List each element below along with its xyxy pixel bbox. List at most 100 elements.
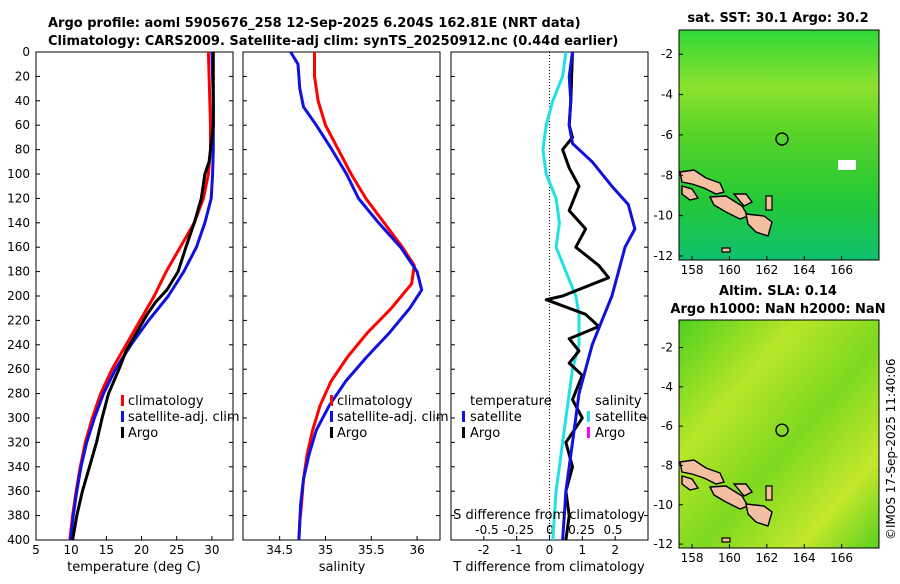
sla-map bbox=[679, 320, 879, 548]
legend-swatch-satellite bbox=[330, 411, 333, 422]
salinity-legend: climatology satellite-adj. clim Argo bbox=[330, 394, 449, 441]
s-tick-label: -0.25 bbox=[503, 523, 534, 537]
depth-tick-label: 360 bbox=[7, 484, 30, 498]
x-tick-label: 35 bbox=[318, 543, 333, 557]
legend-swatch-s-satellite bbox=[587, 411, 590, 422]
x-tick-label: 5 bbox=[32, 543, 40, 557]
depth-tick-label: 0 bbox=[22, 45, 30, 59]
depth-tick-label: 400 bbox=[7, 533, 30, 547]
legend-swatch-climatology bbox=[330, 395, 333, 406]
x-tick-label: 0 bbox=[546, 543, 554, 557]
salinity-panel bbox=[242, 51, 441, 541]
figure-title-line1: Argo profile: aoml 5905676_258 12-Sep-20… bbox=[48, 16, 581, 31]
sla-map-frame bbox=[678, 319, 880, 549]
legend-label-s-satellite: satellite bbox=[595, 410, 647, 425]
difference-series bbox=[541, 51, 637, 541]
legend-swatch-t-argo bbox=[462, 427, 465, 438]
lat-tick-label: -10 bbox=[653, 209, 673, 223]
x-tick-label: 1 bbox=[579, 543, 587, 557]
lat-tick-label: -8 bbox=[661, 458, 673, 472]
lon-tick-label: 162 bbox=[755, 551, 778, 565]
legend-label-climatology: climatology bbox=[337, 394, 413, 409]
s-tick-label: 0.25 bbox=[568, 523, 595, 537]
lon-tick-label: 162 bbox=[755, 263, 778, 277]
lat-tick-label: -10 bbox=[653, 498, 673, 512]
salinity-series bbox=[289, 51, 424, 541]
salinity-xlabel: salinity bbox=[319, 560, 366, 575]
series-line-temperature-satellite bbox=[541, 51, 581, 541]
lon-tick-label: 158 bbox=[681, 551, 704, 565]
legend-label-s-argo: Argo bbox=[595, 426, 625, 441]
sst-map-frame bbox=[678, 29, 880, 261]
s-tick-label: 0 bbox=[546, 523, 554, 537]
depth-tick-label: 40 bbox=[15, 94, 30, 108]
depth-tick-label: 220 bbox=[7, 313, 30, 327]
sla-map-title-1: Altim. SLA: 0.14 bbox=[719, 284, 837, 299]
lat-tick-label: -8 bbox=[661, 168, 673, 182]
legend-label-satellite: satellite-adj. clim bbox=[337, 410, 449, 425]
x-tick-label: 15 bbox=[99, 543, 114, 557]
lat-tick-label: -2 bbox=[661, 341, 673, 355]
lon-tick-label: 160 bbox=[718, 551, 741, 565]
depth-tick-label: 20 bbox=[15, 69, 30, 83]
solomon-islands bbox=[679, 169, 773, 253]
depth-tick-label: 260 bbox=[7, 362, 30, 376]
x-tick-label: 20 bbox=[134, 543, 149, 557]
lat-tick-label: -4 bbox=[661, 380, 673, 394]
x-tick-label: 2 bbox=[611, 543, 619, 557]
lat-tick-label: -4 bbox=[661, 88, 673, 102]
depth-tick-label: 340 bbox=[7, 460, 30, 474]
depth-tick-label: 120 bbox=[7, 191, 30, 205]
legend-heading-salinity: salinity bbox=[595, 394, 642, 409]
lat-tick-label: -12 bbox=[653, 537, 673, 551]
figure-title-line2: Climatology: CARS2009. Satellite-adj cli… bbox=[48, 34, 618, 49]
legend-label-argo: Argo bbox=[337, 426, 367, 441]
solomon-islands bbox=[679, 459, 773, 543]
lat-tick-label: -12 bbox=[653, 249, 673, 263]
x-tick-label: 36 bbox=[409, 543, 424, 557]
lat-tick-label: -6 bbox=[661, 128, 673, 142]
x-tick-label: 10 bbox=[64, 543, 79, 557]
lon-tick-label: 164 bbox=[793, 551, 816, 565]
x-tick-label: 30 bbox=[204, 543, 219, 557]
legend-swatch-satellite bbox=[121, 411, 124, 422]
argo-position-marker bbox=[775, 423, 789, 437]
depth-tick-label: 320 bbox=[7, 435, 30, 449]
lon-tick-label: 166 bbox=[830, 551, 853, 565]
legend-label-climatology: climatology bbox=[128, 394, 204, 409]
series-line-temperature-argo bbox=[544, 51, 611, 541]
legend-label-t-satellite: satellite bbox=[470, 410, 522, 425]
watermark: ©IMOS 17-Sep-2025 11:40:06 bbox=[884, 358, 898, 540]
temperature-panel bbox=[35, 51, 234, 541]
depth-tick-label: 300 bbox=[7, 411, 30, 425]
lon-tick-label: 160 bbox=[718, 263, 741, 277]
legend-swatch-s-argo bbox=[587, 427, 590, 438]
depth-tick-label: 180 bbox=[7, 265, 30, 279]
s-tick-label: 0.5 bbox=[603, 523, 622, 537]
depth-tick-label: 140 bbox=[7, 216, 30, 230]
x-tick-label: -2 bbox=[478, 543, 490, 557]
depth-axis: 0 20 40 60 80 100 120 140 160 180 200 220 240 260 280 3… bbox=[7, 45, 648, 547]
depth-tick-label: 60 bbox=[15, 118, 30, 132]
depth-tick-label: 380 bbox=[7, 509, 30, 523]
series-line-satellite-adj-clim bbox=[69, 51, 215, 541]
difference-legend-temperature: temperature satellite Argo bbox=[462, 394, 552, 441]
lat-tick-label: -6 bbox=[661, 419, 673, 433]
legend-swatch-argo bbox=[330, 427, 333, 438]
depth-tick-label: 200 bbox=[7, 289, 30, 303]
legend-label-t-argo: Argo bbox=[470, 426, 500, 441]
lat-tick-label: -2 bbox=[661, 47, 673, 61]
depth-tick-label: 280 bbox=[7, 387, 30, 401]
legend-heading-temperature: temperature bbox=[470, 394, 552, 409]
argo-position-marker bbox=[775, 132, 789, 146]
lon-tick-label: 158 bbox=[681, 263, 704, 277]
map-axes: -2 -4 -6 -8 -10 -12 158 160 162 164 166 -2 -4 -6 -8 -10… bbox=[653, 47, 853, 565]
x-tick-label: 25 bbox=[169, 543, 184, 557]
lon-tick-label: 166 bbox=[830, 263, 853, 277]
cloud-gap bbox=[838, 160, 856, 170]
x-tick-label: 34.5 bbox=[266, 543, 293, 557]
depth-tick-label: 240 bbox=[7, 338, 30, 352]
depth-tick-label: 80 bbox=[15, 143, 30, 157]
s-tick-label: -0.5 bbox=[475, 523, 498, 537]
